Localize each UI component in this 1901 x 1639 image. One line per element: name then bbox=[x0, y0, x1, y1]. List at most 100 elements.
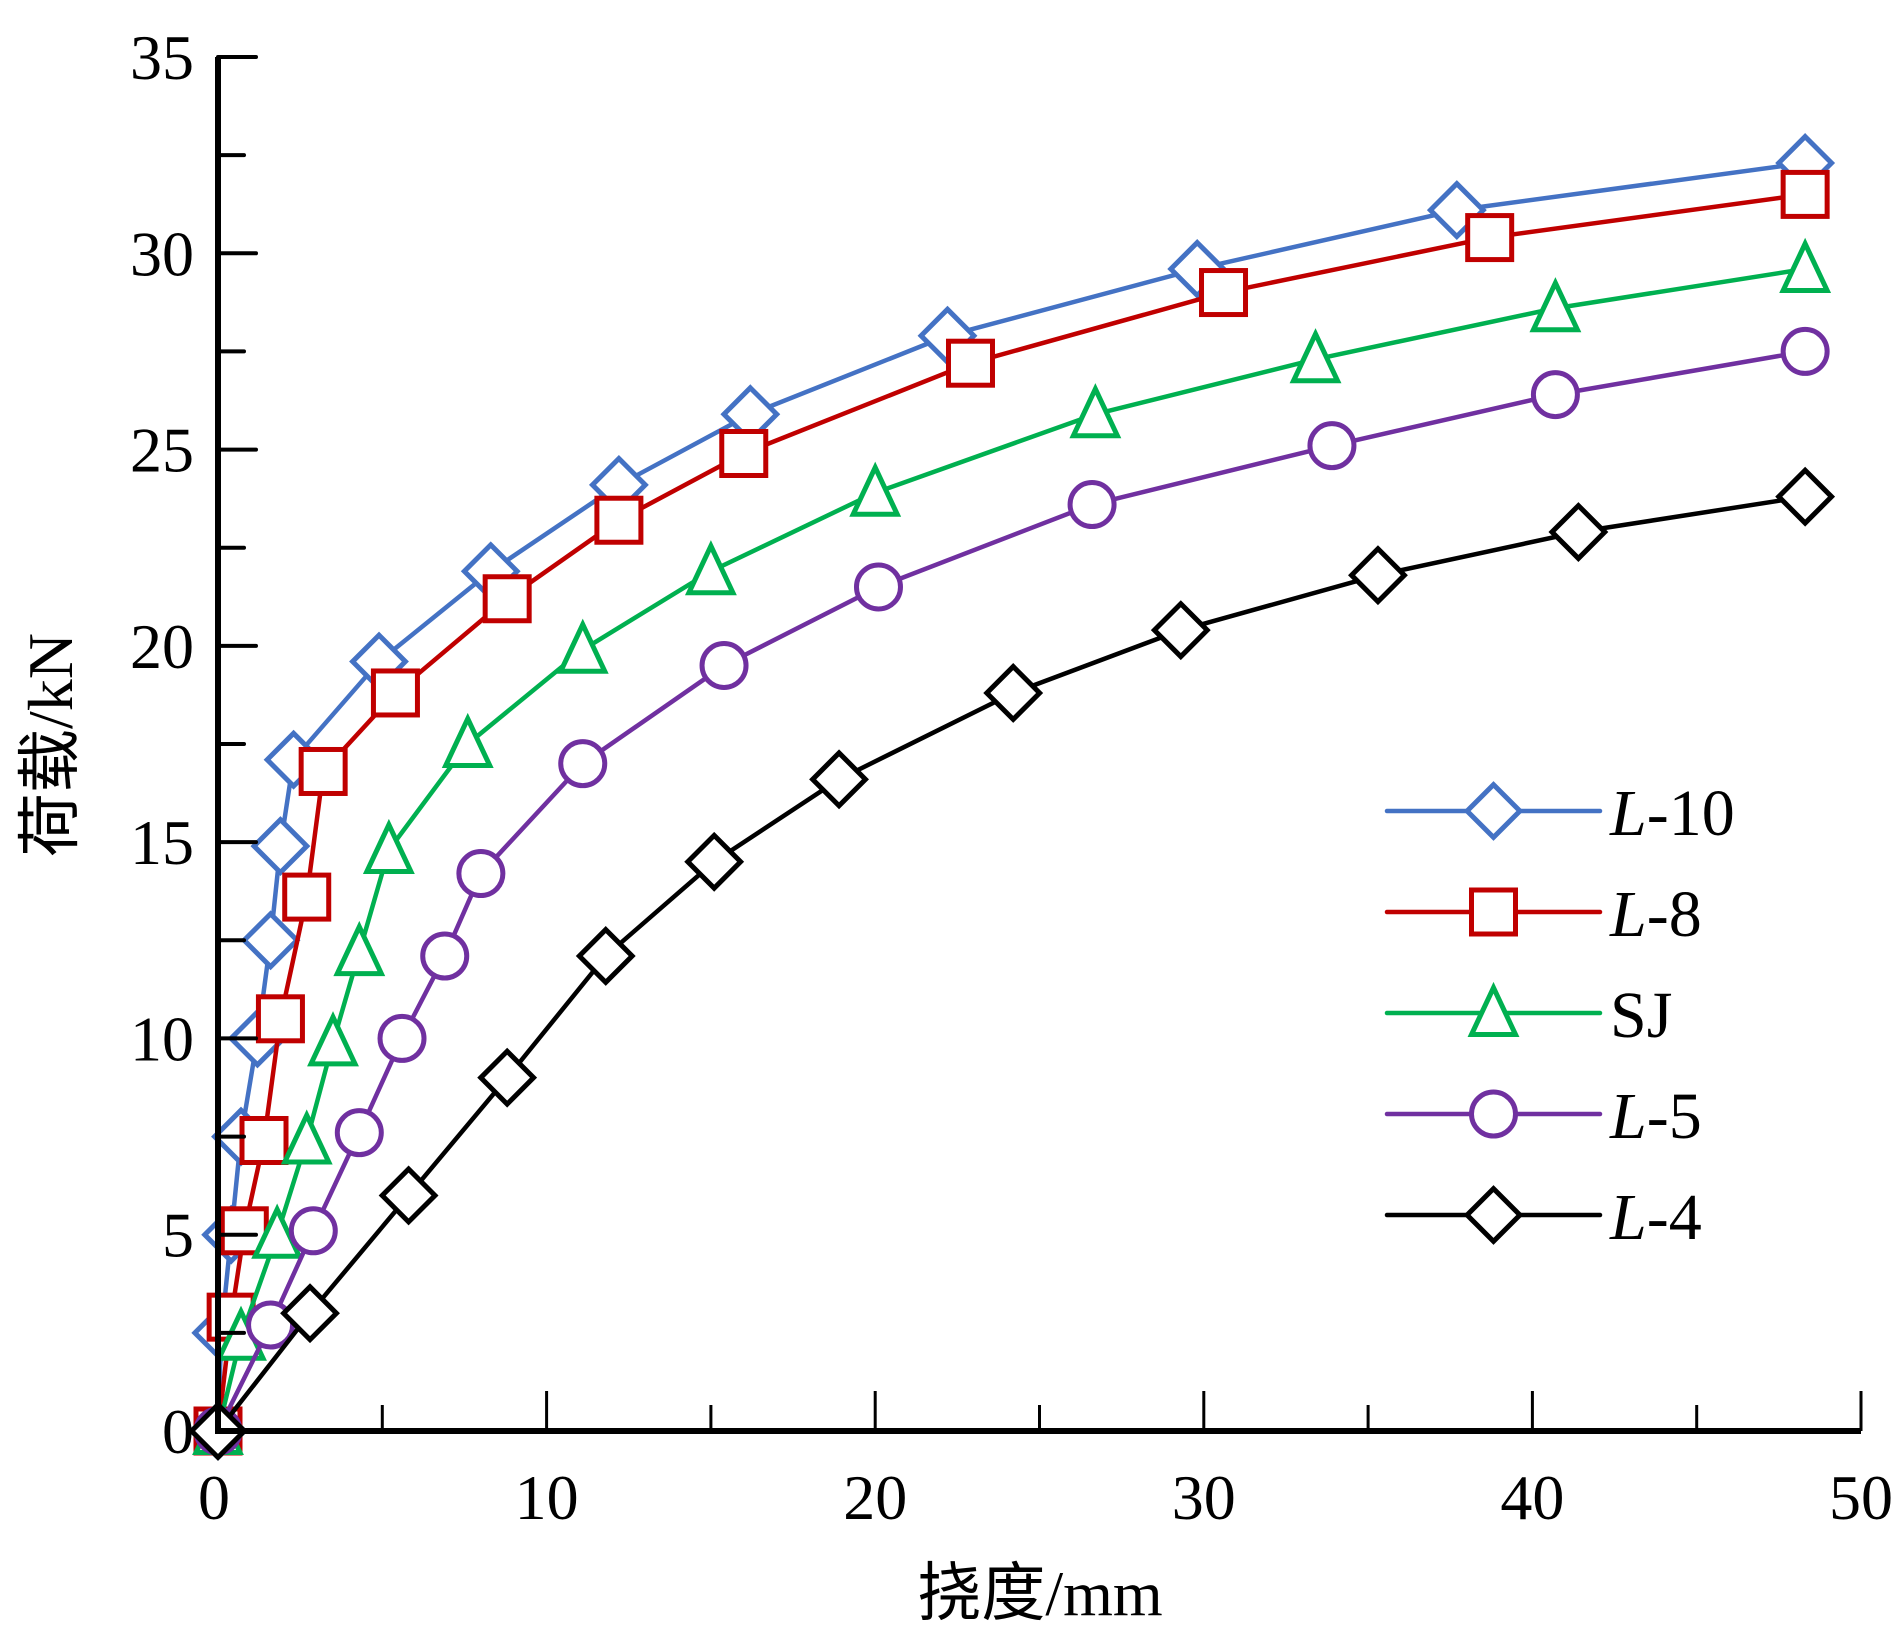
y-tick-label: 15 bbox=[130, 807, 194, 878]
data-point-l-8 bbox=[239, 1115, 289, 1165]
legend-label: SJ bbox=[1610, 979, 1672, 1052]
legend-label-rest: -4 bbox=[1647, 1181, 1702, 1254]
series-l-10 bbox=[188, 133, 1836, 1461]
x-tick-label: 50 bbox=[1829, 1462, 1893, 1533]
x-tick-label: 20 bbox=[843, 1462, 907, 1533]
y-axis-title: 荷载/kN bbox=[15, 633, 86, 857]
legend-label: L-4 bbox=[1609, 1181, 1702, 1254]
data-point-sj bbox=[251, 1203, 304, 1259]
data-point-l-4 bbox=[684, 831, 745, 892]
data-point-l-4 bbox=[809, 749, 869, 810]
data-point-l-5 bbox=[1307, 421, 1357, 471]
data-point-sj bbox=[362, 818, 415, 874]
data-point-sj bbox=[280, 1109, 333, 1165]
y-tick-label: 25 bbox=[130, 415, 194, 486]
legend-item-l-8: L-8 bbox=[1384, 878, 1702, 951]
data-point-l-5 bbox=[288, 1206, 338, 1256]
legend-marker-sj bbox=[1467, 981, 1520, 1038]
series-line-l-5 bbox=[215, 349, 1806, 1432]
legend-marker-l-4 bbox=[1463, 1185, 1524, 1245]
legend-label-italic: L bbox=[1609, 1080, 1647, 1153]
series-line-l-4 bbox=[216, 494, 1806, 1433]
legend-label: L-5 bbox=[1609, 1080, 1702, 1153]
legend-label-italic: L bbox=[1609, 878, 1647, 951]
legend-marker-l-8 bbox=[1469, 887, 1518, 937]
x-axis-title: 挠度/mm bbox=[917, 1558, 1162, 1629]
y-tick-label: 30 bbox=[130, 218, 194, 289]
data-point-l-5 bbox=[456, 849, 506, 899]
data-point-l-8 bbox=[719, 428, 769, 478]
data-point-sj bbox=[441, 712, 494, 769]
legend-marker-l-5 bbox=[1469, 1089, 1518, 1139]
data-point-sj bbox=[556, 618, 609, 674]
legend-label-rest: -10 bbox=[1647, 777, 1735, 850]
series-layer bbox=[188, 133, 1836, 1461]
data-point-l-5 bbox=[1067, 480, 1117, 530]
data-point-sj bbox=[849, 461, 902, 517]
data-point-sj bbox=[1289, 328, 1342, 384]
legend-label-rest: -8 bbox=[1647, 878, 1702, 951]
data-point-l-8 bbox=[255, 994, 305, 1044]
x-tick-label: 10 bbox=[515, 1462, 579, 1533]
series-sj bbox=[192, 237, 1832, 1456]
y-tick-label: 35 bbox=[130, 22, 194, 93]
data-point-l-5 bbox=[1530, 370, 1580, 420]
x-tick-label: 30 bbox=[1172, 1462, 1236, 1533]
legend-item-l-4: L-4 bbox=[1384, 1181, 1702, 1254]
data-point-l-4 bbox=[1348, 545, 1408, 606]
data-point-l-4 bbox=[477, 1047, 538, 1108]
legend-marker-l-10 bbox=[1463, 781, 1524, 841]
x-tick-label: 40 bbox=[1500, 1462, 1564, 1533]
data-point-l-5 bbox=[334, 1108, 384, 1158]
legend-label-italic: L bbox=[1609, 1181, 1647, 1254]
data-point-l-4 bbox=[575, 926, 636, 986]
y-tick-label: 10 bbox=[130, 1003, 194, 1074]
data-point-l-4 bbox=[983, 663, 1044, 723]
data-point-l-4 bbox=[378, 1165, 439, 1226]
data-point-l-5 bbox=[558, 739, 608, 789]
data-point-sj bbox=[684, 540, 737, 596]
data-point-l-5 bbox=[377, 1013, 427, 1063]
data-point-l-4 bbox=[1150, 600, 1211, 661]
data-point-l-4 bbox=[280, 1283, 340, 1344]
data-point-l-5 bbox=[1780, 326, 1830, 376]
data-point-l-5 bbox=[699, 640, 749, 690]
series-line-sj bbox=[215, 266, 1806, 1432]
legend-label-italic: L bbox=[1609, 777, 1647, 850]
data-point-sj bbox=[1069, 383, 1122, 439]
data-point-l-8 bbox=[594, 495, 644, 545]
series-l-5 bbox=[193, 326, 1830, 1456]
data-point-l-5 bbox=[420, 931, 470, 981]
series-l-4 bbox=[188, 466, 1836, 1461]
legend-item-sj: SJ bbox=[1384, 979, 1672, 1052]
legend-label: L-8 bbox=[1609, 878, 1702, 951]
data-point-l-4 bbox=[1775, 466, 1836, 527]
data-point-sj bbox=[1529, 277, 1582, 333]
y-tick-label: 5 bbox=[162, 1200, 194, 1271]
data-point-l-8 bbox=[298, 746, 348, 796]
data-point-l-8 bbox=[482, 574, 532, 624]
data-point-sj bbox=[1779, 237, 1832, 293]
legend-item-l-10: L-10 bbox=[1384, 777, 1735, 850]
data-point-sj bbox=[307, 1011, 359, 1067]
data-point-l-5 bbox=[853, 562, 903, 612]
data-point-l-8 bbox=[945, 338, 995, 388]
data-point-l-10 bbox=[240, 910, 301, 971]
x-tick-label: 0 bbox=[198, 1462, 230, 1533]
data-point-l-8 bbox=[282, 872, 332, 922]
data-point-l-8 bbox=[1199, 268, 1249, 318]
data-point-l-8 bbox=[1465, 213, 1515, 263]
axes: 0 5 10 15 20 25 30 35 0 10 20 30 40 50 bbox=[130, 22, 1893, 1533]
data-point-l-8 bbox=[370, 668, 420, 718]
data-point-sj bbox=[333, 920, 386, 977]
data-point-l-4 bbox=[1548, 502, 1609, 562]
legend-label-rest: SJ bbox=[1610, 979, 1672, 1052]
legend-label-rest: -5 bbox=[1647, 1080, 1702, 1153]
y-tick-label: 0 bbox=[162, 1396, 194, 1467]
y-tick-label: 20 bbox=[130, 611, 194, 682]
data-point-l-10 bbox=[250, 816, 311, 877]
legend-item-l-5: L-5 bbox=[1384, 1080, 1702, 1153]
legend-label: L-10 bbox=[1609, 777, 1735, 850]
